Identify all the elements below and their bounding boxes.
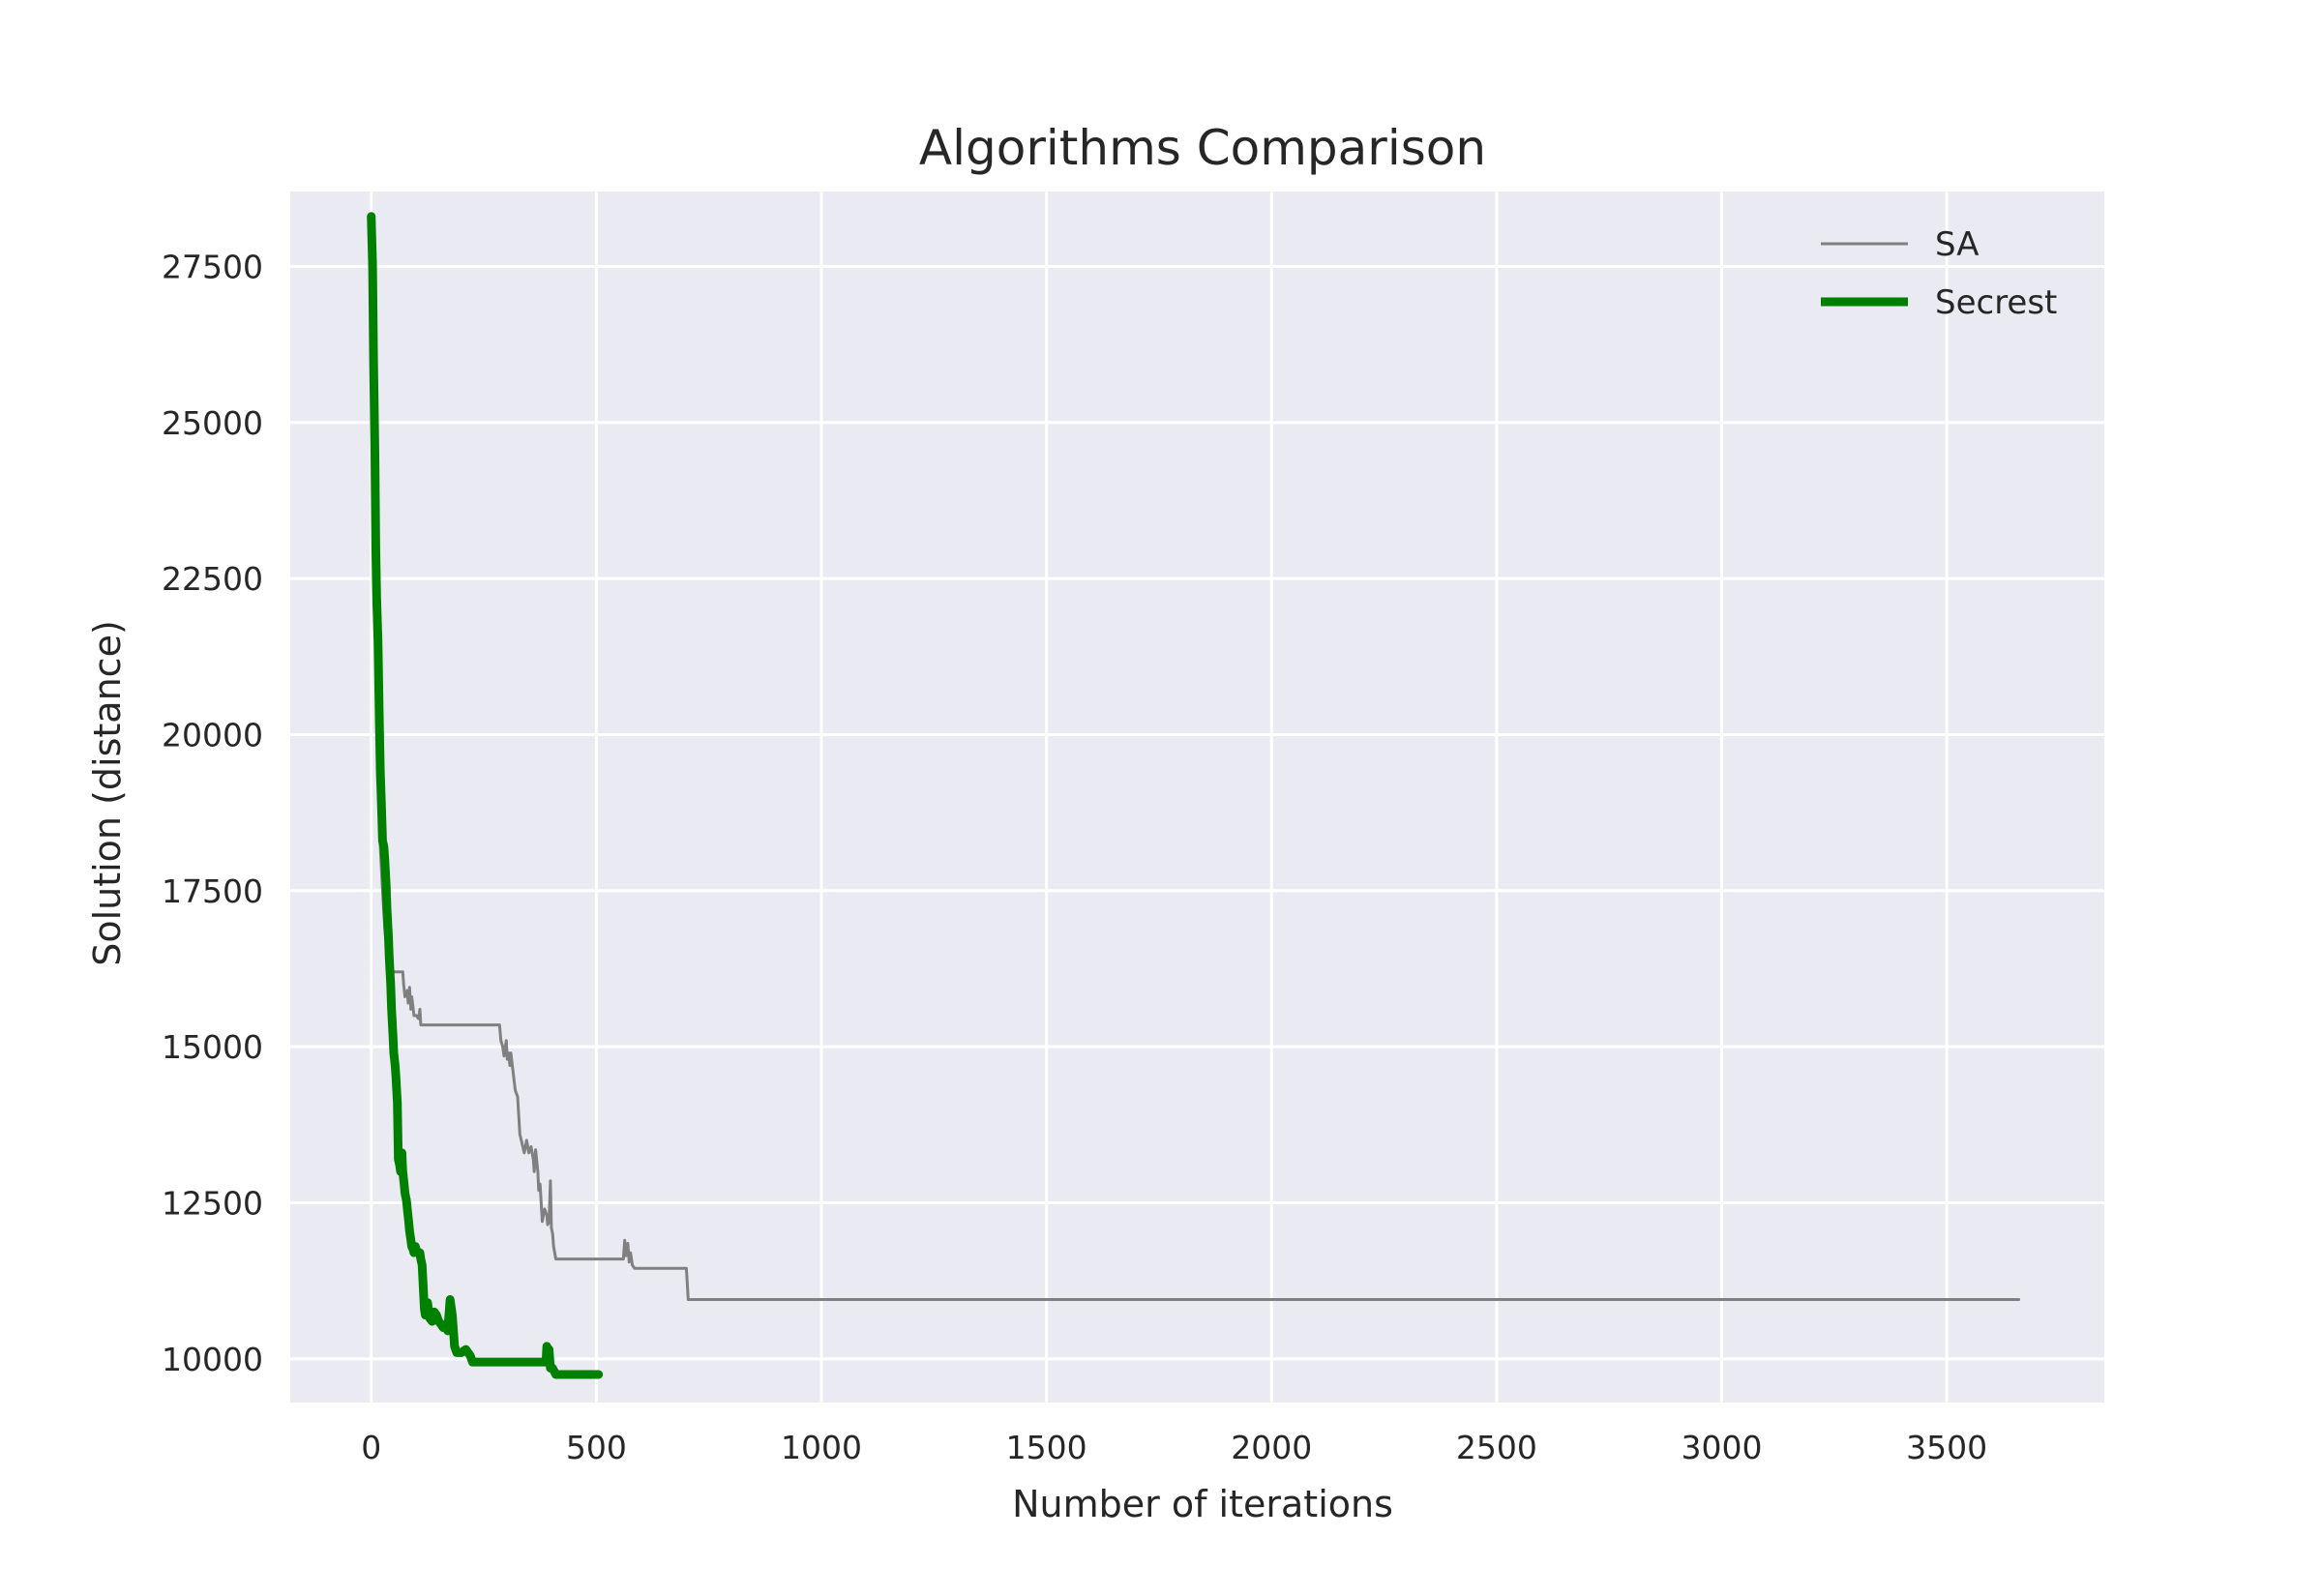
x-tick-label: 3500 <box>1906 1429 1987 1466</box>
y-tick-label: 27500 <box>162 248 263 285</box>
y-tick-label: 25000 <box>162 404 263 442</box>
y-tick-label: 15000 <box>162 1028 263 1066</box>
x-tick-label: 3000 <box>1682 1429 1763 1466</box>
x-tick-label: 0 <box>361 1429 381 1466</box>
y-axis-label: Solution (distance) <box>86 620 129 966</box>
x-tick-label: 500 <box>566 1429 627 1466</box>
series-layer <box>367 212 2021 1379</box>
y-tick-label: 20000 <box>162 716 263 754</box>
x-axis-label: Number of iterations <box>1012 1483 1393 1525</box>
x-axis: 0 500 1000 1500 2000 2500 3000 3500 <box>361 1429 1987 1466</box>
y-tick-label: 12500 <box>162 1184 263 1222</box>
plot-background <box>290 192 2104 1403</box>
x-tick-label: 1000 <box>781 1429 862 1466</box>
legend-label-secrest: Secrest <box>1935 283 2057 322</box>
y-tick-label: 22500 <box>162 560 263 598</box>
plot-area <box>290 192 2104 1403</box>
chart-title: Algorithms Comparison <box>919 120 1486 176</box>
legend-label-sa: SA <box>1935 225 1979 264</box>
x-tick-label: 2000 <box>1231 1429 1312 1466</box>
x-tick-label: 2500 <box>1456 1429 1537 1466</box>
series-line-secrest <box>367 212 604 1379</box>
x-tick-label: 1500 <box>1006 1429 1087 1466</box>
y-axis: 10000 12500 15000 17500 20000 22500 25000 27500 <box>162 248 263 1377</box>
y-tick-label: 17500 <box>162 872 263 910</box>
series-line-sa <box>370 309 2021 1301</box>
y-tick-label: 10000 <box>162 1341 263 1378</box>
legend: SA Secrest <box>1821 225 2057 322</box>
